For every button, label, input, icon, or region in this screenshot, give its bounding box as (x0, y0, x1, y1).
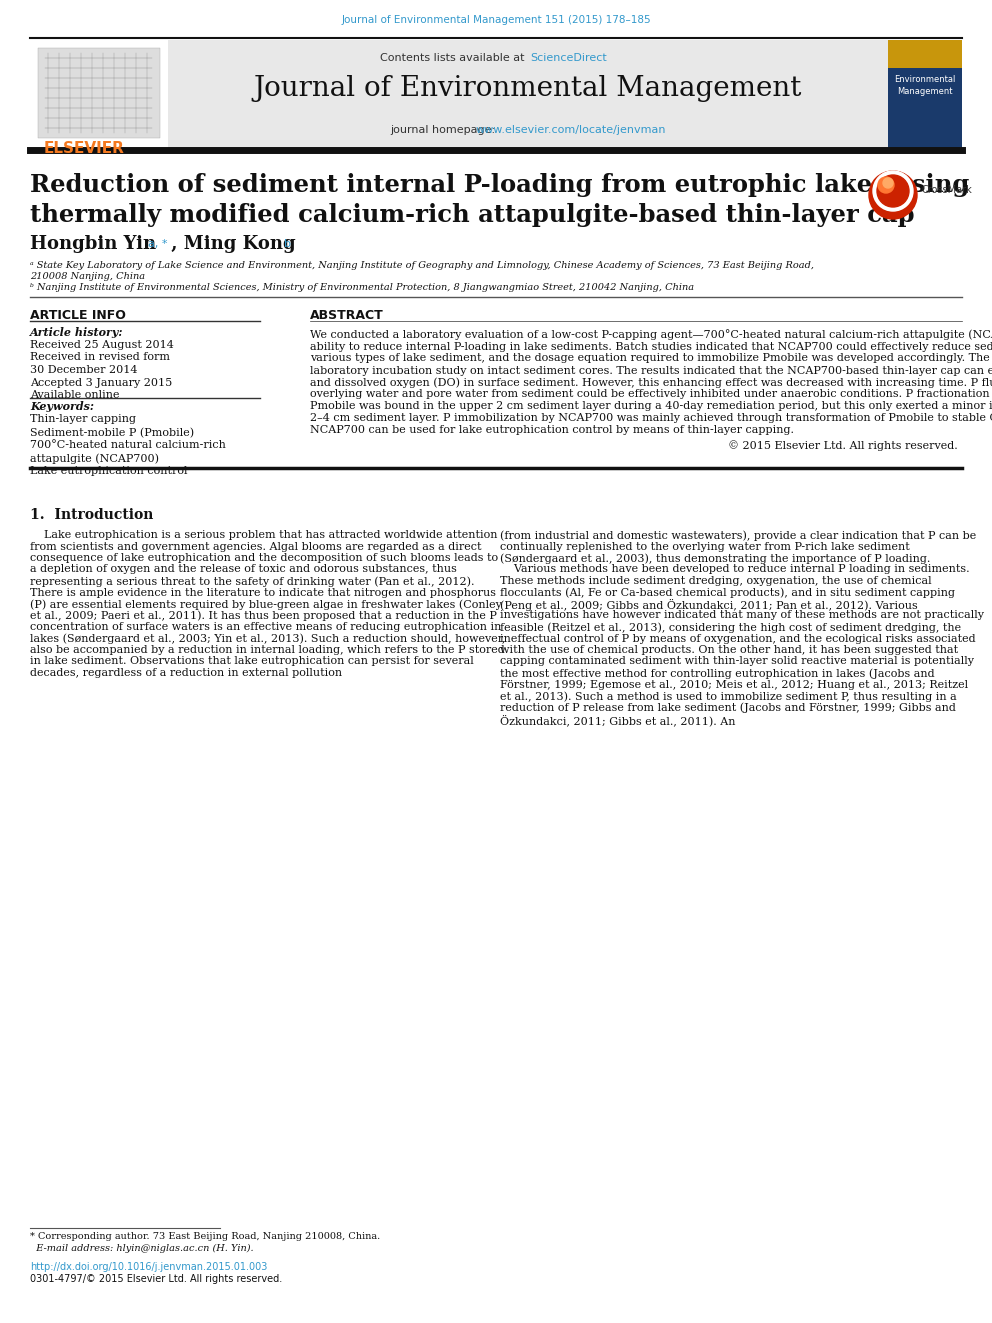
Text: et al., 2013). Such a method is used to immobilize sediment P, thus resulting in: et al., 2013). Such a method is used to … (500, 691, 956, 701)
Text: © 2015 Elsevier Ltd. All rights reserved.: © 2015 Elsevier Ltd. All rights reserved… (728, 441, 958, 451)
Text: Sediment-mobile P (Pmobile): Sediment-mobile P (Pmobile) (30, 427, 194, 438)
Text: decades, regardless of a reduction in external pollution: decades, regardless of a reduction in ex… (30, 668, 342, 677)
Text: Förstner, 1999; Egemose et al., 2010; Meis et al., 2012; Huang et al., 2013; Rei: Förstner, 1999; Egemose et al., 2010; Me… (500, 680, 968, 689)
Bar (38, 48, 160, 138)
Text: journal homepage:: journal homepage: (390, 124, 499, 135)
Text: Lake eutrophication control: Lake eutrophication control (30, 467, 187, 476)
Text: laboratory incubation study on intact sediment cores. The results indicated that: laboratory incubation study on intact se… (310, 365, 992, 376)
Text: 1.  Introduction: 1. Introduction (30, 508, 154, 523)
Text: Article history:: Article history: (30, 327, 123, 337)
Circle shape (883, 179, 893, 188)
Text: These methods include sediment dredging, oxygenation, the use of chemical: These methods include sediment dredging,… (500, 576, 931, 586)
Text: Journal of Environmental Management: Journal of Environmental Management (254, 75, 803, 102)
Circle shape (869, 171, 917, 220)
Text: et al., 2009; Paeri et al., 2011). It has thus been proposed that a reduction in: et al., 2009; Paeri et al., 2011). It ha… (30, 610, 497, 620)
Text: concentration of surface waters is an effective means of reducing eutrophication: concentration of surface waters is an ef… (30, 622, 501, 632)
Text: Received in revised form: Received in revised form (30, 352, 170, 363)
Text: ScienceDirect: ScienceDirect (530, 53, 607, 64)
Text: the most effective method for controlling eutrophication in lakes (Jacobs and: the most effective method for controllin… (500, 668, 934, 679)
Bar (888, 40, 962, 148)
Text: Environmental
Management: Environmental Management (895, 75, 955, 95)
Text: 700°C-heated natural calcium-rich: 700°C-heated natural calcium-rich (30, 441, 226, 451)
Text: 2–4 cm sediment layer. P immobilization by NCAP700 was mainly achieved through t: 2–4 cm sediment layer. P immobilization … (310, 413, 992, 423)
Text: Pmobile was bound in the upper 2 cm sediment layer during a 40-day remediation p: Pmobile was bound in the upper 2 cm sedi… (310, 401, 992, 411)
Text: (P) are essential elements required by blue-green algae in freshwater lakes (Con: (P) are essential elements required by b… (30, 599, 502, 610)
Text: flocculants (Al, Fe or Ca-based chemical products), and in situ sediment capping: flocculants (Al, Fe or Ca-based chemical… (500, 587, 955, 598)
Text: (Søndergaard et al., 2003), thus demonstrating the importance of P loading.: (Søndergaard et al., 2003), thus demonst… (500, 553, 930, 564)
Text: ineffectual control of P by means of oxygenation, and the ecological risks assoc: ineffectual control of P by means of oxy… (500, 634, 975, 643)
Text: lakes (Søndergaard et al., 2003; Yin et al., 2013). Such a reduction should, how: lakes (Søndergaard et al., 2003; Yin et … (30, 634, 505, 644)
Text: reduction of P release from lake sediment (Jacobs and Förstner, 1999; Gibbs and: reduction of P release from lake sedimen… (500, 703, 956, 713)
Text: Journal of Environmental Management 151 (2015) 178–185: Journal of Environmental Management 151 … (341, 15, 651, 25)
Text: ARTICLE INFO: ARTICLE INFO (30, 310, 126, 321)
Text: (from industrial and domestic wastewaters), provide a clear indication that P ca: (from industrial and domestic wastewater… (500, 531, 976, 541)
Bar (888, 40, 962, 67)
Bar (168, 40, 888, 148)
Text: * Corresponding author. 73 East Beijing Road, Nanjing 210008, China.: * Corresponding author. 73 East Beijing … (30, 1232, 380, 1241)
Circle shape (877, 175, 909, 206)
Bar (30, 40, 168, 148)
Text: thermally modified calcium-rich attapulgite-based thin-layer cap: thermally modified calcium-rich attapulg… (30, 202, 915, 228)
Text: Various methods have been developed to reduce internal P loading in sediments.: Various methods have been developed to r… (500, 565, 969, 574)
Text: Available online: Available online (30, 390, 119, 400)
Text: continually replenished to the overlying water from P-rich lake sediment: continually replenished to the overlying… (500, 541, 910, 552)
Text: Thin-layer capping: Thin-layer capping (30, 414, 136, 425)
Text: 30 December 2014: 30 December 2014 (30, 365, 138, 374)
Text: www.elsevier.com/locate/jenvman: www.elsevier.com/locate/jenvman (476, 124, 667, 135)
Text: capping contaminated sediment with thin-layer solid reactive material is potenti: capping contaminated sediment with thin-… (500, 656, 974, 667)
Text: Accepted 3 January 2015: Accepted 3 January 2015 (30, 377, 173, 388)
Text: feasible (Reitzel et al., 2013), considering the high cost of sediment dredging,: feasible (Reitzel et al., 2013), conside… (500, 622, 961, 632)
Text: a depletion of oxygen and the release of toxic and odorous substances, thus: a depletion of oxygen and the release of… (30, 565, 457, 574)
Text: Lake eutrophication is a serious problem that has attracted worldwide attention: Lake eutrophication is a serious problem… (30, 531, 498, 540)
Text: ability to reduce internal P-loading in lake sediments. Batch studies indicated : ability to reduce internal P-loading in … (310, 341, 992, 352)
Text: Received 25 August 2014: Received 25 August 2014 (30, 340, 174, 351)
Text: ᵇ Nanjing Institute of Environmental Sciences, Ministry of Environmental Protect: ᵇ Nanjing Institute of Environmental Sci… (30, 283, 694, 292)
Text: Özkundakci, 2011; Gibbs et al., 2011). An: Özkundakci, 2011; Gibbs et al., 2011). A… (500, 714, 735, 726)
Text: overlying water and pore water from sediment could be effectively inhibited unde: overlying water and pore water from sedi… (310, 389, 992, 400)
Text: representing a serious threat to the safety of drinking water (Pan et al., 2012): representing a serious threat to the saf… (30, 576, 474, 586)
Text: investigations have however indicated that many of these methods are not practic: investigations have however indicated th… (500, 610, 984, 620)
Text: and dissolved oxygen (DO) in surface sediment. However, this enhancing effect wa: and dissolved oxygen (DO) in surface sed… (310, 377, 992, 388)
Text: Contents lists available at: Contents lists available at (380, 53, 528, 64)
Text: a, *: a, * (148, 239, 168, 249)
Text: , Ming Kong: , Ming Kong (165, 235, 296, 253)
Text: Reduction of sediment internal P-loading from eutrophic lakes using: Reduction of sediment internal P-loading… (30, 173, 969, 197)
Text: NCAP700 can be used for lake eutrophication control by means of thin-layer cappi: NCAP700 can be used for lake eutrophicat… (310, 425, 794, 435)
Text: E-mail address: hlyin@niglas.ac.cn (H. Yin).: E-mail address: hlyin@niglas.ac.cn (H. Y… (30, 1244, 254, 1253)
Text: ᵃ State Key Laboratory of Lake Science and Environment, Nanjing Institute of Geo: ᵃ State Key Laboratory of Lake Science a… (30, 261, 814, 270)
Text: in lake sediment. Observations that lake eutrophication can persist for several: in lake sediment. Observations that lake… (30, 656, 474, 667)
Text: http://dx.doi.org/10.1016/j.jenvman.2015.01.003: http://dx.doi.org/10.1016/j.jenvman.2015… (30, 1262, 268, 1271)
Text: ELSEVIER: ELSEVIER (44, 142, 124, 156)
Text: from scientists and government agencies. Algal blooms are regarded as a direct: from scientists and government agencies.… (30, 541, 481, 552)
Text: consequence of lake eutrophication and the decomposition of such blooms leads to: consequence of lake eutrophication and t… (30, 553, 498, 564)
Text: We conducted a laboratory evaluation of a low-cost P-capping agent—700°C-heated : We conducted a laboratory evaluation of … (310, 329, 992, 340)
Text: b: b (284, 239, 291, 249)
Text: with the use of chemical products. On the other hand, it has been suggested that: with the use of chemical products. On th… (500, 646, 958, 655)
Circle shape (878, 177, 894, 193)
Text: (Peng et al., 2009; Gibbs and Özkundakci, 2011; Pan et al., 2012). Various: (Peng et al., 2009; Gibbs and Özkundakci… (500, 599, 918, 611)
Text: There is ample evidence in the literature to indicate that nitrogen and phosphor: There is ample evidence in the literatur… (30, 587, 496, 598)
Text: various types of lake sediment, and the dosage equation required to immobilize P: various types of lake sediment, and the … (310, 353, 992, 363)
Text: CrossMark: CrossMark (921, 185, 972, 194)
Text: attapulgite (NCAP700): attapulgite (NCAP700) (30, 454, 159, 464)
Circle shape (873, 171, 913, 210)
Text: Hongbin Yin: Hongbin Yin (30, 235, 156, 253)
Text: also be accompanied by a reduction in internal loading, which refers to the P st: also be accompanied by a reduction in in… (30, 646, 505, 655)
Text: 210008 Nanjing, China: 210008 Nanjing, China (30, 273, 145, 280)
Text: Keywords:: Keywords: (30, 401, 94, 411)
Text: ABSTRACT: ABSTRACT (310, 310, 384, 321)
Text: 0301-4797/© 2015 Elsevier Ltd. All rights reserved.: 0301-4797/© 2015 Elsevier Ltd. All right… (30, 1274, 283, 1285)
